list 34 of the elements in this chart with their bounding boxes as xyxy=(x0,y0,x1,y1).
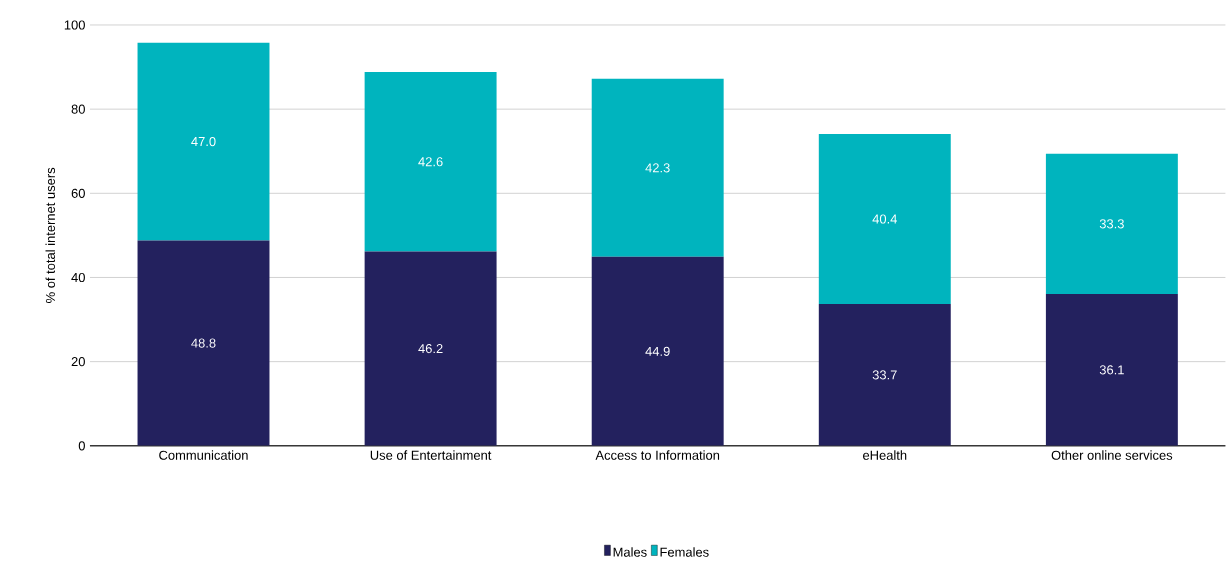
data-label: 42.3 xyxy=(645,163,670,173)
bar xyxy=(818,134,951,305)
y-tick-label: 100 xyxy=(64,20,85,30)
y-tick-label: 40 xyxy=(71,273,85,283)
bar xyxy=(591,257,724,447)
y-tick-label: 20 xyxy=(71,357,85,367)
legend-label: Males xyxy=(613,547,647,557)
x-tick-label: Use of Entertainment xyxy=(370,450,492,461)
x-tick-label: eHealth xyxy=(863,450,907,461)
bar xyxy=(1045,294,1178,447)
data-label: 40.4 xyxy=(872,214,897,224)
data-label: 33.3 xyxy=(1099,219,1124,229)
y-tick-label: 0 xyxy=(78,441,85,451)
bar xyxy=(137,240,270,447)
bar xyxy=(1045,153,1178,295)
x-tick-label: Access to Information xyxy=(595,450,720,461)
data-label: 47.0 xyxy=(191,137,216,147)
data-label: 33.7 xyxy=(872,370,897,380)
y-tick-label: 80 xyxy=(71,104,85,114)
x-tick-label: Communication xyxy=(159,450,248,461)
data-label: 44.9 xyxy=(645,346,670,357)
data-label: 46.2 xyxy=(418,344,443,354)
bar xyxy=(364,72,497,252)
legend-label: Females xyxy=(660,547,709,557)
data-label: 36.1 xyxy=(1099,365,1124,375)
x-tick-label: Other online services xyxy=(1051,450,1173,461)
data-label: 48.8 xyxy=(191,338,216,348)
bar xyxy=(591,79,724,258)
data-label: 42.6 xyxy=(418,157,443,167)
y-axis-title: % of total internet users xyxy=(45,168,56,304)
y-tick-label: 60 xyxy=(71,188,85,199)
bar xyxy=(364,251,497,447)
bar xyxy=(818,304,951,447)
bar xyxy=(137,42,270,241)
